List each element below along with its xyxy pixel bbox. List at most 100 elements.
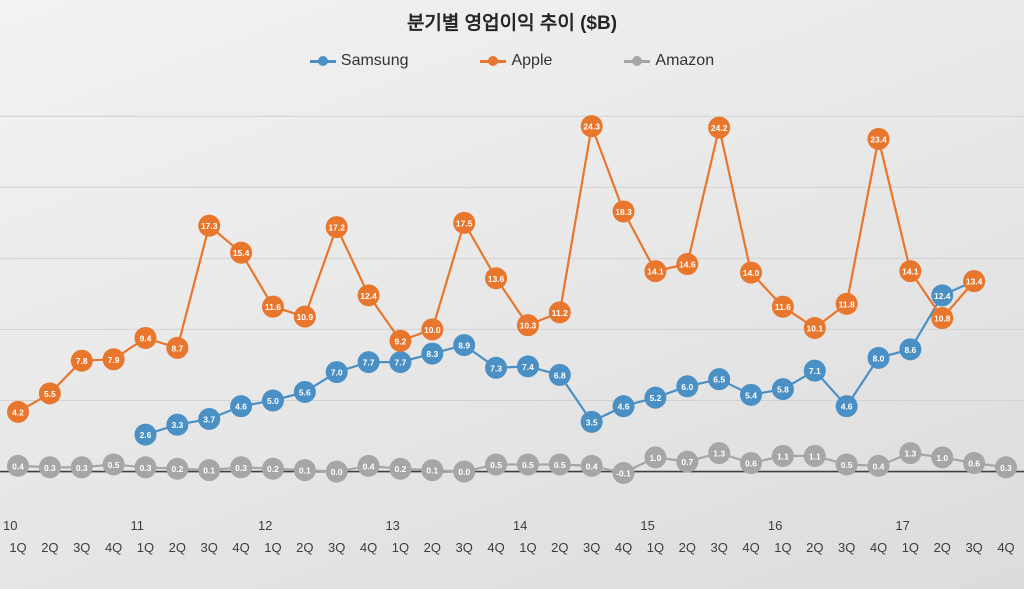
data-point[interactable]: 0.4 (867, 454, 890, 477)
data-point[interactable]: 0.4 (7, 454, 29, 477)
data-point[interactable]: 5.0 (261, 389, 284, 412)
data-point[interactable]: 24.3 (580, 115, 603, 138)
data-point-label: 1.0 (650, 453, 662, 463)
data-point[interactable]: 17.2 (325, 216, 348, 239)
data-point[interactable]: 1.1 (803, 444, 826, 467)
data-point-label: 0.0 (331, 467, 343, 477)
data-point[interactable]: 0.5 (548, 453, 571, 476)
data-point[interactable]: 1.0 (931, 446, 954, 469)
data-point[interactable]: 8.3 (421, 342, 444, 365)
data-point[interactable]: 2.6 (134, 423, 157, 446)
data-point[interactable]: 8.6 (899, 338, 922, 361)
data-point[interactable]: 0.4 (357, 454, 380, 477)
data-point[interactable]: 14.0 (740, 261, 763, 284)
data-point[interactable]: 8.7 (166, 336, 189, 359)
data-point[interactable]: 0.5 (516, 453, 539, 476)
data-point[interactable]: 9.2 (389, 329, 412, 352)
data-point[interactable]: 0.7 (676, 450, 699, 473)
data-point[interactable]: 1.0 (644, 446, 667, 469)
legend-item-samsung[interactable]: Samsung (309, 52, 408, 70)
data-point[interactable]: 13.6 (485, 267, 508, 290)
data-point[interactable]: 0.2 (166, 457, 189, 480)
data-point[interactable]: 0.6 (740, 452, 763, 475)
data-point[interactable]: 0.2 (389, 457, 412, 480)
data-point[interactable]: 10.8 (931, 307, 954, 330)
data-point[interactable]: 0.0 (453, 460, 476, 483)
data-point[interactable]: 1.3 (899, 442, 922, 465)
data-point[interactable]: 3.3 (166, 413, 189, 436)
data-point-marker (644, 260, 667, 283)
data-point[interactable]: 7.0 (325, 361, 348, 384)
data-point[interactable]: 6.0 (676, 375, 699, 398)
data-point[interactable]: 10.9 (293, 305, 316, 328)
data-point[interactable]: 0.3 (995, 456, 1017, 479)
data-point[interactable]: -0.1 (612, 461, 635, 484)
data-point[interactable]: 17.5 (453, 211, 476, 234)
data-point[interactable]: 4.6 (230, 395, 253, 418)
data-point[interactable]: 4.6 (835, 395, 858, 418)
data-point[interactable]: 5.4 (740, 383, 763, 406)
data-point[interactable]: 23.4 (867, 127, 890, 150)
data-point[interactable]: 9.4 (134, 326, 157, 349)
data-point[interactable]: 6.5 (708, 368, 731, 391)
data-point[interactable]: 7.7 (357, 351, 380, 374)
data-point[interactable]: 0.1 (198, 459, 221, 482)
data-point-label: 0.5 (554, 460, 566, 470)
data-point[interactable]: 11.8 (835, 292, 858, 315)
data-point[interactable]: 3.7 (198, 407, 221, 430)
data-point[interactable]: 6.8 (548, 363, 571, 386)
data-point[interactable]: 0.2 (261, 457, 284, 480)
data-point[interactable]: 15.4 (230, 241, 253, 264)
data-point[interactable]: 0.5 (485, 453, 508, 476)
data-point[interactable]: 0.5 (835, 453, 858, 476)
data-point[interactable]: 5.6 (293, 380, 316, 403)
data-point[interactable]: 4.6 (612, 395, 635, 418)
data-point[interactable]: 12.4 (357, 284, 380, 307)
data-point[interactable]: 11.6 (261, 295, 284, 318)
data-point[interactable]: 7.3 (485, 356, 508, 379)
data-point[interactable]: 0.3 (134, 456, 157, 479)
data-point[interactable]: 0.3 (38, 456, 61, 479)
data-point[interactable]: 8.0 (867, 346, 890, 369)
data-point[interactable]: 0.4 (580, 454, 603, 477)
data-point[interactable]: 13.4 (963, 270, 986, 293)
data-point[interactable]: 5.5 (38, 382, 61, 405)
data-point-label: 0.3 (76, 463, 88, 473)
data-point[interactable]: 4.2 (7, 400, 29, 423)
legend-item-amazon[interactable]: Amazon (624, 52, 714, 70)
data-point[interactable]: 14.1 (644, 260, 667, 283)
data-point[interactable]: 5.2 (644, 386, 667, 409)
data-point[interactable]: 18.3 (612, 200, 635, 223)
data-point[interactable]: 7.9 (102, 348, 125, 371)
x-axis-quarter-label: 3Q (710, 540, 728, 555)
data-point[interactable]: 0.6 (963, 452, 986, 475)
data-point[interactable]: 10.1 (803, 317, 826, 340)
data-point[interactable]: 10.0 (421, 318, 444, 341)
x-axis-quarter-label: 2Q (41, 540, 59, 555)
data-point[interactable]: 3.5 (580, 410, 603, 433)
data-point[interactable]: 7.8 (70, 349, 93, 372)
data-point[interactable]: 0.3 (70, 456, 93, 479)
data-point[interactable]: 0.0 (325, 460, 348, 483)
data-point[interactable]: 7.4 (516, 355, 539, 378)
data-point[interactable]: 14.1 (899, 260, 922, 283)
data-point[interactable]: 0.3 (230, 456, 253, 479)
data-point[interactable]: 8.9 (453, 334, 476, 357)
legend-item-apple[interactable]: Apple (480, 52, 552, 70)
data-point[interactable]: 24.2 (708, 116, 731, 139)
data-point-label: 7.1 (809, 366, 821, 376)
data-point[interactable]: 17.3 (198, 214, 221, 237)
data-point[interactable]: 11.2 (548, 301, 571, 324)
data-point[interactable]: 1.3 (708, 442, 731, 465)
data-point[interactable]: 12.4 (931, 284, 954, 307)
data-point[interactable]: 5.8 (771, 378, 794, 401)
data-point[interactable]: 0.1 (293, 459, 316, 482)
data-point[interactable]: 7.1 (803, 359, 826, 382)
data-point[interactable]: 10.3 (516, 314, 539, 337)
data-point[interactable]: 0.5 (102, 453, 125, 476)
data-point[interactable]: 14.6 (676, 253, 699, 276)
data-point[interactable]: 11.6 (771, 295, 794, 318)
data-point[interactable]: 0.1 (421, 459, 444, 482)
data-point[interactable]: 7.7 (389, 351, 412, 374)
data-point[interactable]: 1.1 (771, 444, 794, 467)
